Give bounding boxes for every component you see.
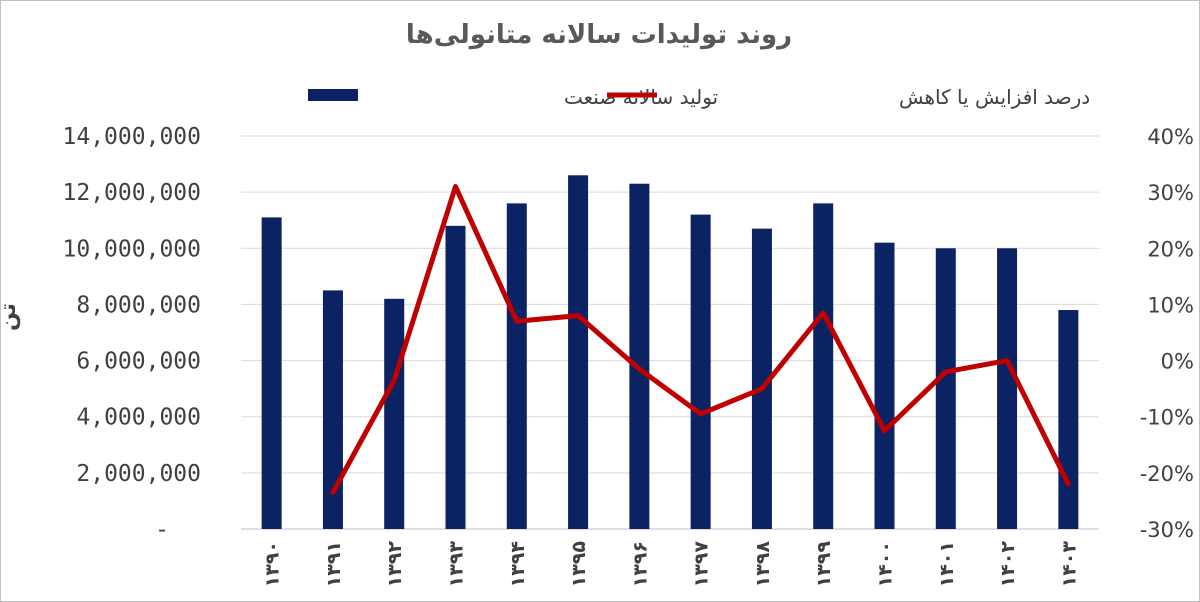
x-tick-label: ۱۳۹۲ (384, 541, 406, 588)
y-tick-label: 12,000,000 (63, 180, 201, 206)
bar (261, 217, 282, 529)
legend-swatch-production (308, 89, 358, 101)
y2-tick-label: 0% (1161, 350, 1194, 374)
x-tick-label: ۱۴۰۰ (875, 541, 897, 587)
x-tick-label: ۱۳۹۷ (691, 541, 713, 588)
bar (997, 248, 1018, 530)
bar (506, 203, 527, 529)
legend-label-change: درصد افزایش یا کاهش (899, 85, 1090, 109)
y-tick-label: 4,000,000 (76, 405, 201, 431)
bar (935, 248, 956, 530)
x-tick-label: ۱۳۹۹ (813, 541, 835, 588)
y2-axis-ticks: -30% -20% -10% 0% 10% 20% 30% 40% (1140, 125, 1194, 542)
y-tick-label: 14,000,000 (63, 124, 201, 150)
bar (1058, 310, 1079, 529)
gridlines (241, 135, 1099, 530)
x-tick-label: ۱۳۹۱ (323, 541, 345, 587)
chart-title: روند تولیدات سالانه متانولی‌ها (406, 20, 792, 50)
bar (874, 242, 895, 529)
y2-tick-label: 40% (1147, 125, 1194, 149)
y2-tick-label: -30% (1140, 518, 1194, 542)
legend: تولید سالانه صنعت درصد افزایش یا کاهش (308, 85, 1090, 109)
bars (261, 175, 1079, 530)
y-tick-label: 2,000,000 (76, 461, 201, 487)
y-tick-label: 6,000,000 (76, 349, 201, 375)
x-tick-label: ۱۳۹۰ (262, 541, 284, 587)
x-tick-label: ۱۴۰۲ (997, 541, 1019, 588)
x-tick-label: ۱۳۹۶ (629, 541, 651, 587)
bar (629, 183, 650, 529)
y-axis-label: تن (1, 303, 21, 331)
y2-tick-label: -10% (1140, 406, 1194, 430)
bar (751, 228, 772, 529)
bar (384, 298, 405, 529)
bar (445, 225, 466, 530)
y-tick-label: - (155, 517, 169, 543)
x-tick-label: ۱۳۹۴ (507, 541, 529, 587)
y2-tick-label: 30% (1147, 181, 1194, 205)
y-tick-label: 8,000,000 (76, 292, 201, 318)
bar (813, 203, 834, 529)
bar (690, 214, 711, 529)
x-tick-label: ۱۴۰۱ (936, 541, 958, 587)
y2-tick-label: -20% (1140, 462, 1194, 486)
line-series (330, 184, 1071, 496)
y2-tick-label: 10% (1147, 293, 1194, 317)
y-axis-ticks: - 2,000,000 4,000,000 6,000,000 8,000,000 10,… (63, 124, 201, 543)
bar (568, 175, 589, 530)
x-tick-label: ۱۳۹۵ (568, 541, 590, 588)
y2-tick-label: 20% (1147, 237, 1194, 261)
x-axis-ticks: ۱۳۹۰ ۱۳۹۱ ۱۳۹۲ ۱۳۹۳ ۱۳۹۴ ۱۳۹۵ ۱۳۹۶ ۱۳۹۷ ۱۳۹۸ ۱۳۹۹… (262, 541, 1081, 588)
x-tick-label: ۱۳۹۸ (752, 541, 774, 588)
bar (322, 290, 343, 529)
x-tick-label: ۱۳۹۳ (446, 541, 468, 588)
x-tick-label: ۱۴۰۳ (1058, 541, 1080, 588)
y-tick-label: 10,000,000 (63, 236, 201, 262)
